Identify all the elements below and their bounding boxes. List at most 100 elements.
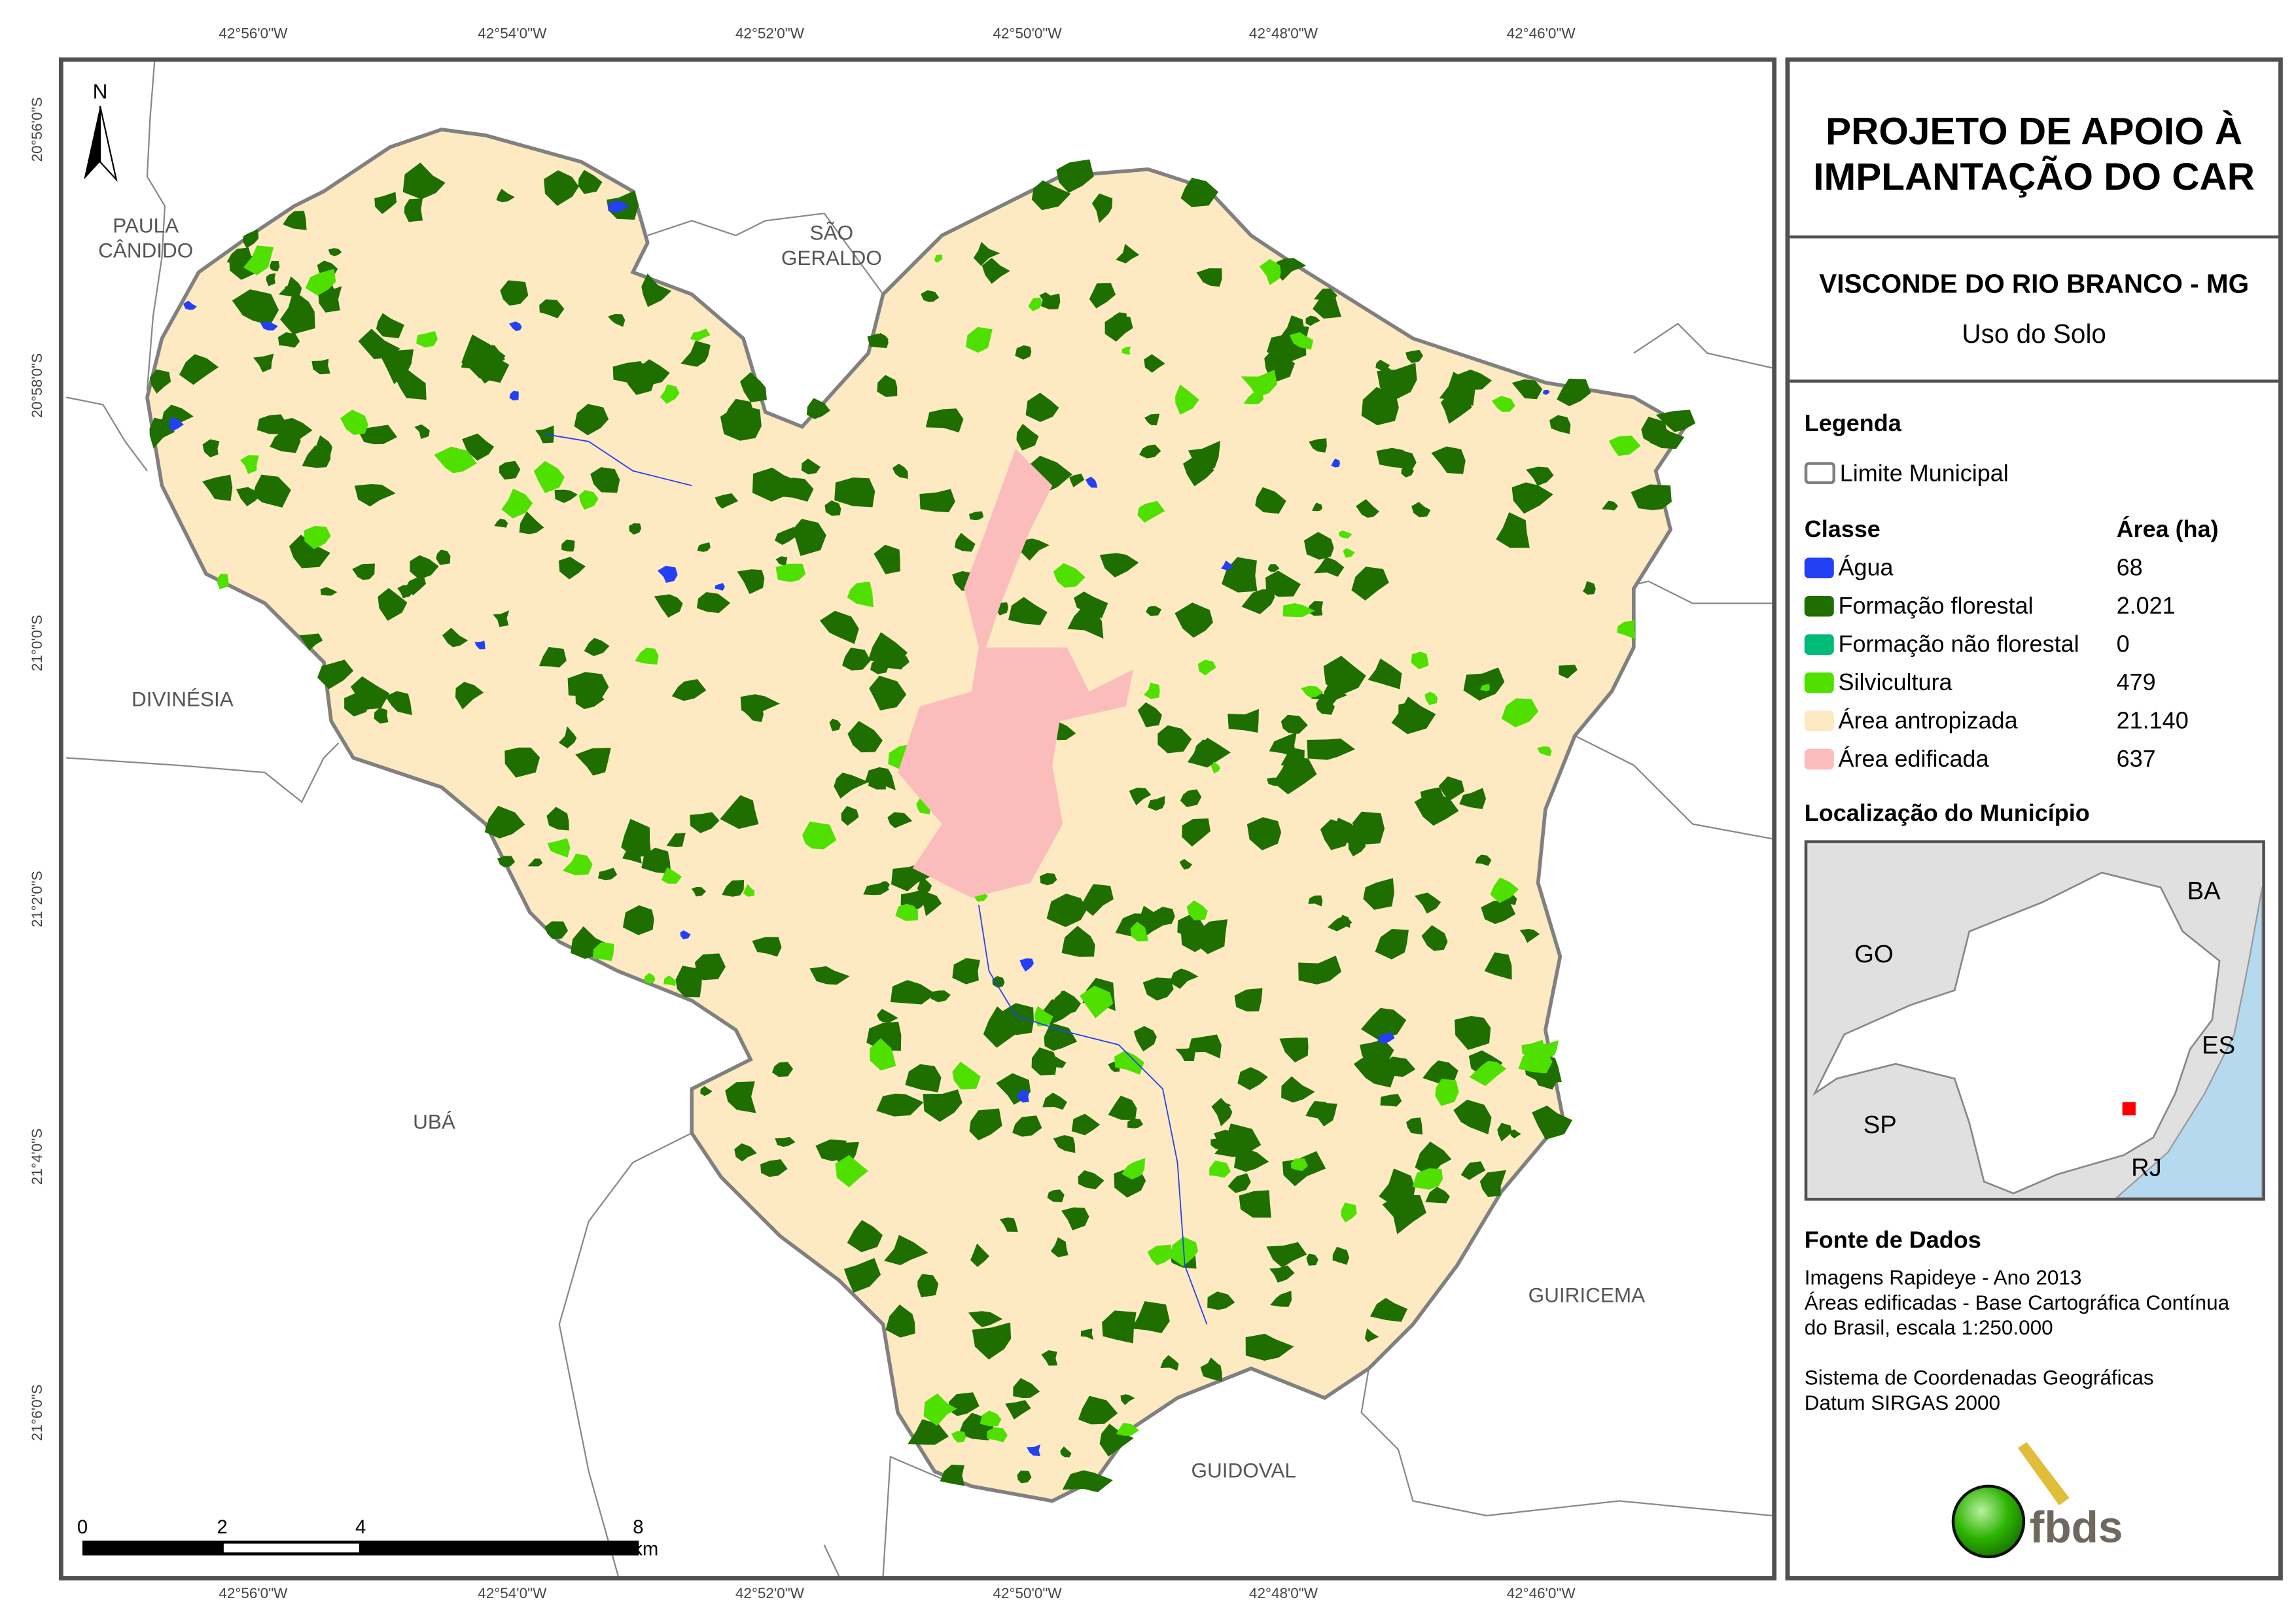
land-cover-patch (1475, 854, 1492, 866)
land-cover-patch (1331, 459, 1340, 468)
neighbor-municipality-label: GUIRICEMA (1528, 1283, 1646, 1307)
land-cover-patch (1309, 438, 1327, 453)
land-cover-patch (1071, 1113, 1101, 1136)
land-cover-patch (1490, 877, 1519, 903)
land-cover-patch (509, 391, 519, 401)
land-cover-patch (266, 273, 276, 287)
land-cover-patch (917, 876, 932, 896)
land-cover-patch (1353, 1052, 1396, 1088)
land-cover-patch (641, 273, 672, 307)
land-cover-patch (623, 362, 655, 395)
neighbor-municipality-label: SÃO GERALDO (781, 220, 882, 270)
land-cover-patch (597, 867, 618, 881)
north-label: N (92, 79, 108, 103)
land-cover-patch (1122, 1158, 1146, 1180)
land-cover-patch (385, 691, 412, 716)
land-cover-patch (256, 414, 287, 434)
land-cover-patch (1008, 597, 1048, 625)
land-cover-patch (760, 1159, 788, 1178)
land-cover-patch (930, 990, 951, 1003)
land-cover-patch (1431, 446, 1466, 474)
land-cover-patch (1050, 1237, 1069, 1257)
land-cover-patch (501, 489, 533, 519)
land-cover-patch (743, 884, 755, 897)
class-swatch (1804, 634, 1834, 655)
land-cover-patch (1053, 563, 1086, 588)
land-cover-patch (1227, 708, 1259, 733)
land-cover-patch (834, 477, 875, 508)
land-cover-patch (675, 966, 703, 998)
fbds-logo-icon (1951, 1442, 2070, 1559)
land-cover-patch (1307, 738, 1356, 760)
class-name: Área edificada (1838, 747, 1989, 773)
land-cover-patch (1041, 1350, 1058, 1366)
land-cover-patch (1405, 349, 1423, 364)
land-cover-patch (1102, 1310, 1137, 1344)
land-cover-patch (544, 170, 579, 206)
land-cover-patch (317, 659, 354, 689)
land-cover-patch (1382, 372, 1397, 385)
land-cover-patch (1617, 620, 1636, 640)
legend-panel: PROJETO DE APOIO À IMPLANTAÇÃO DO CAR VI… (1785, 57, 2283, 1580)
land-cover-patch (1338, 531, 1352, 539)
land-cover-patch (304, 525, 331, 550)
land-cover-patch (934, 254, 943, 263)
legend-class-item: Área antropizada (1804, 709, 2018, 735)
land-cover-patch (1463, 667, 1505, 701)
land-cover-patch (1312, 502, 1323, 512)
land-cover-patch (1175, 1047, 1195, 1062)
land-cover-patch (878, 881, 890, 890)
land-cover-patch (416, 331, 438, 348)
land-cover-patch (402, 162, 446, 200)
land-cover-patches (149, 159, 1696, 1493)
land-cover-patch (1099, 1423, 1134, 1457)
land-cover-patch (1327, 916, 1352, 932)
land-cover-patch (1273, 756, 1317, 795)
land-cover-patch (436, 550, 451, 565)
land-cover-patch (442, 627, 468, 648)
land-cover-patch (857, 732, 880, 751)
land-cover-patch (497, 856, 516, 867)
urban-area[interactable] (898, 449, 1134, 898)
land-cover-patch (981, 258, 1010, 284)
land-cover-patch (905, 1064, 942, 1092)
boundary-label: Limite Municipal (1839, 462, 2009, 487)
land-cover-patch (819, 610, 859, 644)
land-cover-patch (694, 953, 726, 981)
land-cover-patch (1455, 1015, 1491, 1050)
land-cover-patch (1269, 731, 1297, 758)
land-cover-patch (1027, 1444, 1041, 1457)
land-cover-patch (1061, 926, 1095, 957)
land-cover-patch (1067, 606, 1104, 639)
longitude-label: 42°48'0"W (1248, 1586, 1318, 1603)
land-cover-patch (1044, 1022, 1078, 1051)
land-cover-patch (608, 201, 630, 213)
land-cover-patch (951, 1431, 966, 1443)
class-area: 637 (2116, 747, 2156, 773)
land-cover-patch (328, 248, 342, 256)
land-cover-patch (690, 328, 711, 341)
land-cover-patch (1171, 1236, 1199, 1267)
land-cover-patch (806, 398, 830, 419)
land-cover-patch (1421, 925, 1448, 951)
land-cover-patch (270, 260, 280, 271)
land-cover-patch (1511, 379, 1543, 400)
land-cover-patch (1116, 243, 1140, 264)
land-cover-patch (883, 1234, 928, 1266)
neighbor-municipality-label: PAULA CÂNDIDO (98, 213, 194, 262)
land-cover-patch (1144, 682, 1160, 699)
land-cover-patch (462, 433, 495, 461)
land-cover-patch (887, 812, 913, 828)
land-cover-patch (378, 587, 408, 621)
land-cover-patch (1196, 268, 1222, 287)
land-cover-patch (592, 942, 614, 962)
land-cover-patch (240, 455, 259, 474)
inset-label: BA (2187, 877, 2221, 905)
land-cover-patch (1308, 895, 1323, 907)
land-cover-patch (1274, 258, 1307, 281)
land-cover-patch (1243, 391, 1264, 405)
land-cover-patch (1091, 193, 1113, 224)
land-cover-patch (575, 681, 605, 709)
land-cover-patch (1114, 312, 1127, 324)
land-cover-patch (1116, 1422, 1140, 1436)
